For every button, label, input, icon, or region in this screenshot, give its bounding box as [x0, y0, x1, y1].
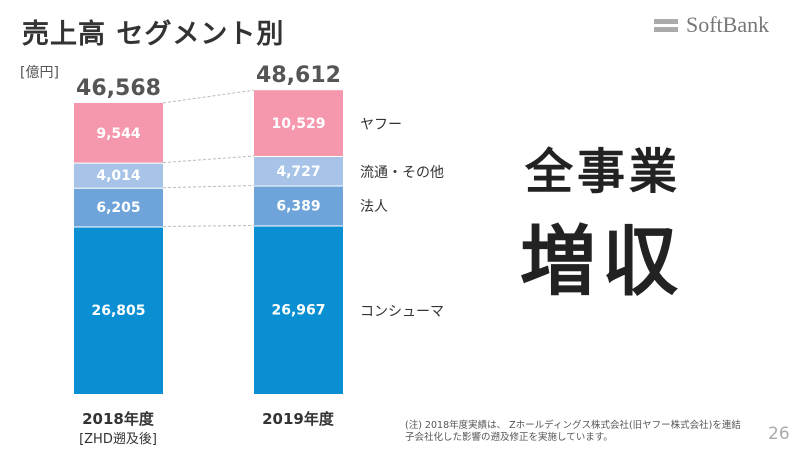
bar-segment: [74, 226, 163, 394]
connector-line: [162, 185, 255, 189]
data-label: 6,205: [96, 200, 140, 216]
data-label: 4,727: [276, 164, 320, 180]
bar-segment: [254, 185, 343, 226]
x-sublabel-2018: [ZHD遡及後]: [79, 432, 157, 447]
data-label: 9,544: [96, 126, 141, 142]
bar-segment: [254, 225, 343, 394]
x-label-2019: 2019年度: [262, 410, 334, 428]
data-label: 4,014: [96, 168, 141, 184]
headline-line1: 全事業: [525, 144, 682, 200]
series-label: コンシューマ: [360, 303, 444, 320]
page-number: 26: [768, 424, 790, 444]
headline-line2: 増収: [520, 217, 684, 306]
series-label: 法人: [360, 199, 388, 216]
data-label: 26,805: [91, 303, 145, 319]
footnote: (注) 2018年度実績は、 Zホールディングス株式会社(旧ヤフー株式会社)を連…: [405, 420, 741, 443]
total-label: 48,612: [256, 63, 341, 88]
bar-segment: [254, 90, 343, 156]
series-label: ヤフー: [360, 117, 402, 134]
x-label-2018: 2018年度: [82, 410, 154, 428]
series-label: 流通・その他: [360, 164, 444, 181]
connector-line: [162, 89, 255, 104]
bar-segment: [74, 102, 163, 163]
bar-segment: [254, 155, 343, 186]
unit-label: [億円]: [20, 65, 59, 81]
connector-line: [162, 224, 255, 227]
data-label: 6,389: [276, 198, 320, 214]
page-title: 売上高 セグメント別: [22, 19, 285, 50]
softbank-logo: SoftBank: [654, 12, 769, 38]
total-label: 46,568: [76, 76, 161, 101]
logo-mark-icon: [654, 18, 678, 32]
data-label: 10,529: [271, 116, 325, 132]
logo-text: SoftBank: [686, 12, 770, 37]
data-label: 26,967: [271, 303, 325, 319]
bar-segment: [74, 162, 163, 188]
bar-segment: [74, 187, 163, 227]
connector-line: [162, 155, 255, 164]
